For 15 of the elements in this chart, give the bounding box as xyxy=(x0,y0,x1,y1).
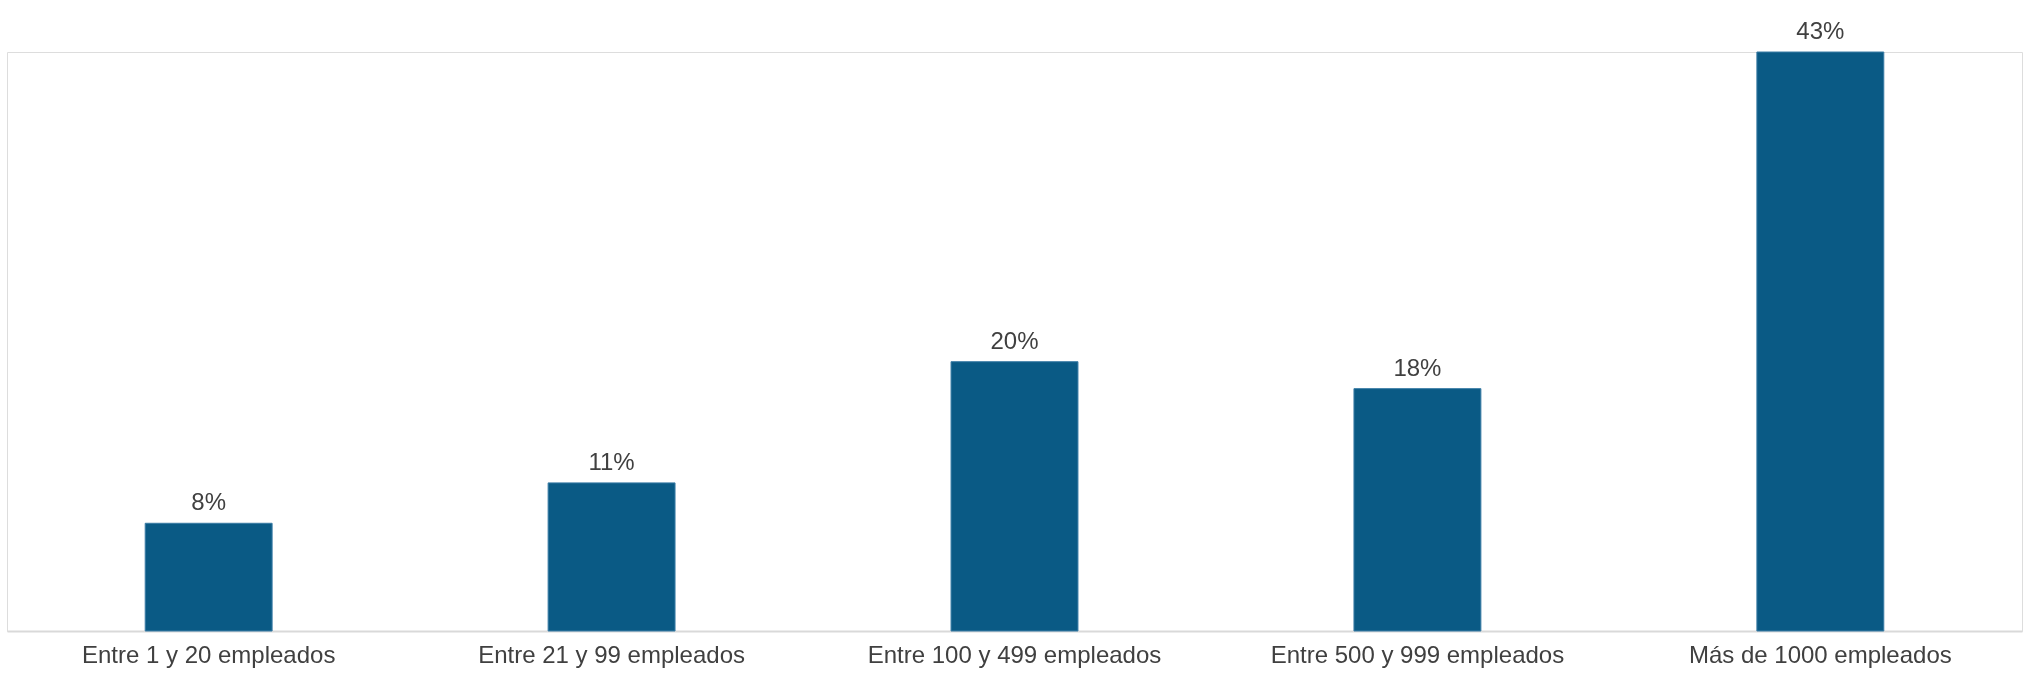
data-label: 18% xyxy=(1393,353,1442,381)
bar xyxy=(144,522,273,632)
x-tick-label: Entre 100 y 499 empleados xyxy=(867,640,1162,668)
bar xyxy=(950,361,1079,632)
x-tick-label: Más de 1000 empleados xyxy=(1688,640,1952,668)
bar xyxy=(1756,51,1885,632)
data-label: 43% xyxy=(1796,17,1845,44)
x-tick-label: Entre 500 y 999 empleados xyxy=(1270,640,1565,668)
bar xyxy=(547,482,676,632)
bar xyxy=(1353,388,1482,632)
data-label: 11% xyxy=(588,447,635,475)
data-label: 8% xyxy=(191,488,226,516)
x-tick-label: Entre 1 y 20 empleados xyxy=(81,640,336,668)
x-tick-label: Entre 21 y 99 empleados xyxy=(478,640,745,668)
data-label: 20% xyxy=(990,326,1039,354)
